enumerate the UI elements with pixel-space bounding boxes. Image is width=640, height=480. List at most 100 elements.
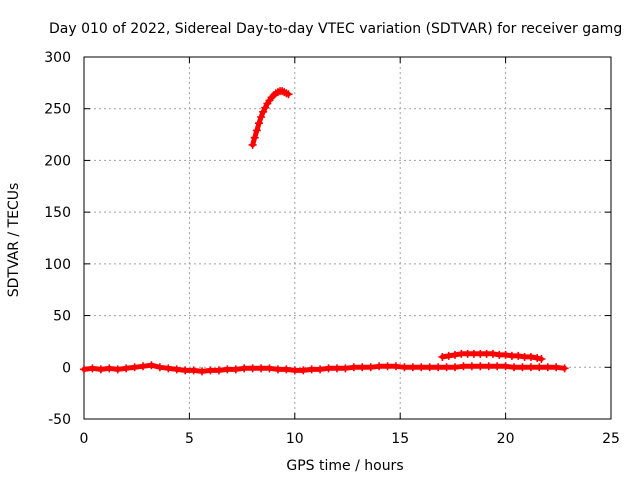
- series-trace: [250, 88, 291, 148]
- data-point: [240, 364, 249, 373]
- data-point: [341, 364, 350, 373]
- data-point: [560, 364, 569, 373]
- series-trace: [81, 362, 568, 374]
- data-point: [451, 350, 460, 359]
- data-point: [307, 365, 316, 374]
- data-point: [261, 103, 270, 112]
- data-point: [518, 363, 527, 372]
- x-tick-label: 20: [497, 431, 515, 447]
- data-point: [537, 355, 546, 364]
- data-point: [254, 119, 263, 128]
- data-point: [80, 365, 88, 374]
- data-point: [206, 366, 215, 375]
- data-point: [147, 361, 156, 370]
- data-point: [484, 362, 493, 371]
- data-point: [332, 364, 341, 373]
- data-point: [130, 363, 139, 372]
- x-axis-label: GPS time / hours: [286, 458, 403, 474]
- data-point: [198, 367, 207, 376]
- y-tick-label: 300: [44, 50, 71, 66]
- data-point: [299, 366, 308, 375]
- grid-lines: [84, 57, 611, 419]
- data-point: [290, 366, 299, 375]
- plot-frame: [83, 56, 612, 420]
- data-point: [214, 366, 223, 375]
- data-point: [164, 364, 173, 373]
- data-point: [526, 352, 535, 361]
- data-point: [434, 363, 443, 372]
- axis-ticks: [83, 56, 612, 420]
- y-tick-label: 0: [62, 360, 71, 376]
- data-point: [375, 362, 384, 371]
- data-point: [231, 365, 240, 374]
- data-point: [257, 112, 266, 121]
- data-point: [155, 363, 164, 372]
- x-tick-label: 5: [185, 431, 194, 447]
- y-tick-label: 250: [44, 102, 71, 118]
- data-point: [189, 366, 198, 375]
- y-tick-label: 100: [44, 257, 71, 273]
- data-point: [438, 352, 447, 361]
- data-series: [80, 87, 569, 376]
- data-point: [417, 363, 426, 372]
- data-point: [105, 364, 114, 373]
- data-point: [252, 126, 261, 135]
- data-point: [488, 349, 497, 358]
- data-point: [284, 90, 293, 99]
- data-point: [391, 362, 400, 371]
- data-point: [113, 365, 122, 374]
- data-point: [383, 362, 392, 371]
- x-tick-label: 25: [602, 431, 620, 447]
- data-point: [248, 364, 257, 373]
- data-point: [526, 363, 535, 372]
- data-point: [400, 363, 409, 372]
- data-point: [543, 363, 552, 372]
- data-point: [273, 365, 282, 374]
- data-point: [533, 353, 542, 362]
- data-point: [250, 133, 259, 142]
- data-point: [535, 363, 544, 372]
- data-point: [139, 362, 148, 371]
- x-tick-label: 10: [286, 431, 304, 447]
- data-point: [501, 362, 510, 371]
- data-point: [451, 363, 460, 372]
- data-point: [552, 363, 561, 372]
- data-point: [358, 363, 367, 372]
- data-point: [476, 362, 485, 371]
- data-point: [349, 363, 358, 372]
- data-point: [467, 362, 476, 371]
- series-baseline: [80, 361, 569, 376]
- data-point: [88, 364, 97, 373]
- data-point: [282, 365, 291, 374]
- data-point: [172, 365, 181, 374]
- x-tick-label: 0: [80, 431, 89, 447]
- y-tick-label: 150: [44, 205, 71, 221]
- x-tick-label: 15: [391, 431, 409, 447]
- series-arc: [248, 87, 293, 149]
- data-point: [324, 364, 333, 373]
- x-tick-labels: 0 5 10 15 20 25: [80, 431, 620, 447]
- data-point: [265, 364, 274, 373]
- data-point: [259, 107, 268, 116]
- data-point: [316, 365, 325, 374]
- y-axis-label: SDTVAR / TECUs: [6, 183, 22, 298]
- data-point: [408, 363, 417, 372]
- y-tick-label: -50: [48, 412, 71, 428]
- chart-title: Day 010 of 2022, Sidereal Day-to-day VTE…: [49, 21, 622, 37]
- data-point: [442, 363, 451, 372]
- data-point: [501, 350, 510, 359]
- y-tick-labels: -50 0 50 100 150 200 250 300: [44, 50, 71, 428]
- y-tick-label: 50: [53, 309, 71, 325]
- data-point: [425, 363, 434, 372]
- data-point: [96, 365, 105, 374]
- data-point: [366, 363, 375, 372]
- y-tick-label: 200: [44, 153, 71, 169]
- data-point: [510, 363, 519, 372]
- data-point: [223, 365, 232, 374]
- data-point: [248, 140, 257, 149]
- data-point: [444, 351, 453, 360]
- data-point: [181, 366, 190, 375]
- data-point: [493, 362, 502, 371]
- data-point: [122, 364, 131, 373]
